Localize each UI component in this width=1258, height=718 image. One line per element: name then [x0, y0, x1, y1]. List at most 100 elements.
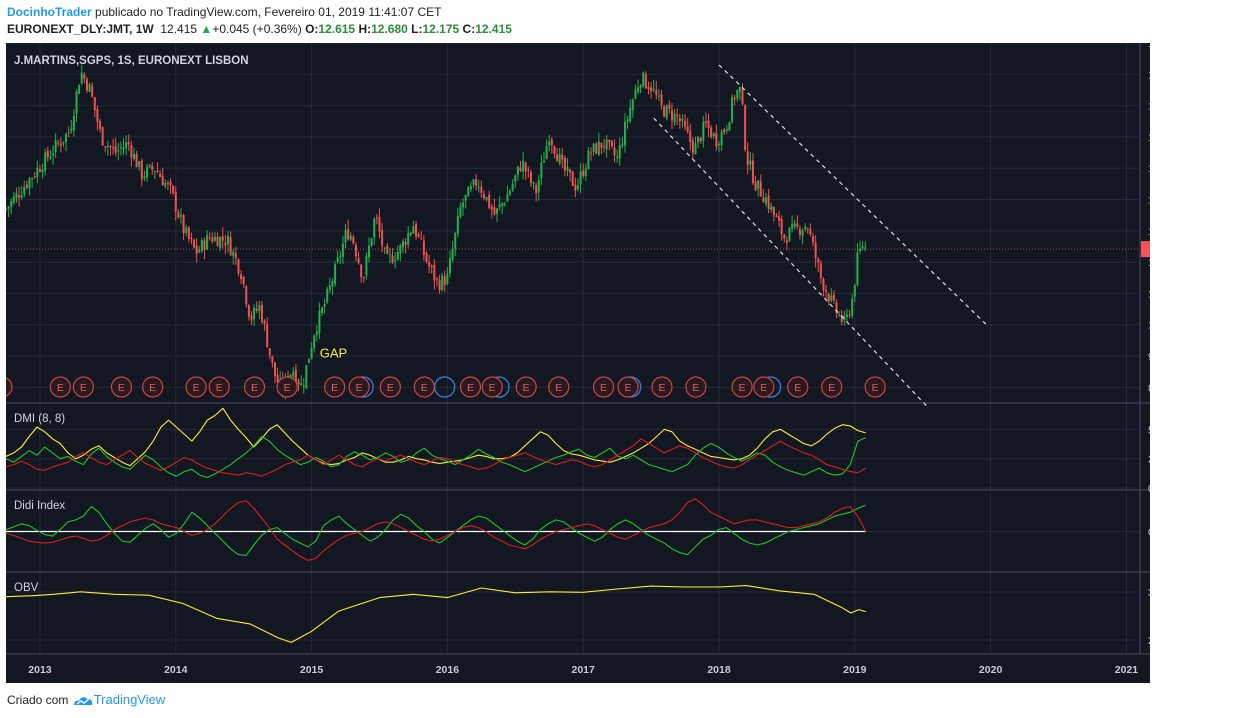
candle	[65, 132, 68, 152]
earnings-marker[interactable]: E	[821, 376, 843, 398]
candle	[263, 318, 266, 331]
candle-body	[368, 245, 371, 258]
earnings-marker[interactable]: E	[243, 376, 266, 398]
candle-body	[15, 192, 18, 199]
candle	[323, 298, 326, 314]
candle-body	[307, 358, 310, 363]
author-name[interactable]: DocinhoTrader	[7, 5, 92, 19]
candle	[213, 232, 216, 242]
earnings-marker-circle	[731, 376, 753, 398]
candle-body	[778, 216, 781, 221]
earnings-marker[interactable]: E	[787, 376, 809, 398]
candle	[861, 240, 864, 251]
candle	[681, 114, 684, 128]
earnings-marker[interactable]: E	[548, 376, 570, 398]
candle	[796, 215, 799, 230]
candle-body	[576, 185, 579, 189]
candle-body	[62, 141, 65, 144]
candle-body	[52, 153, 55, 156]
candle	[853, 283, 856, 303]
earnings-marker[interactable]: E	[413, 376, 435, 398]
earnings-marker[interactable]: E	[348, 376, 370, 398]
earnings-marker[interactable]: E	[515, 376, 537, 398]
earnings-marker[interactable]: E	[617, 376, 639, 398]
candle-body	[109, 146, 112, 148]
earnings-marker-circle	[821, 376, 843, 398]
candle-body	[195, 245, 198, 255]
candle-body	[676, 114, 679, 117]
earnings-marker[interactable]: E	[731, 376, 753, 398]
candle-body	[467, 187, 470, 197]
earnings-marker[interactable]: E	[49, 376, 71, 398]
earnings-marker[interactable]: E	[142, 376, 164, 398]
candle	[370, 237, 373, 247]
candle-body	[717, 143, 720, 146]
candle-body	[310, 347, 313, 359]
candle-body	[694, 143, 697, 155]
earnings-marker[interactable]: E	[651, 376, 673, 398]
candle	[237, 258, 240, 277]
published-text: publicado no TradingView.com, Fevereiro …	[95, 5, 442, 19]
earnings-marker[interactable]: E	[72, 376, 95, 398]
candle	[109, 144, 112, 156]
earnings-marker[interactable]: E	[481, 376, 503, 398]
candle-body	[255, 308, 258, 311]
candle-body	[788, 227, 791, 242]
candle	[404, 238, 407, 254]
candle	[44, 148, 47, 176]
chart-canvas[interactable]: 2013 2014 2015 2016 2017 2018 2019 2020 2021 19.0…	[6, 43, 1150, 683]
candle-body	[843, 315, 846, 321]
candle	[321, 306, 324, 317]
candle-body	[861, 246, 864, 249]
candle	[250, 310, 253, 325]
earnings-marker-circle	[276, 376, 298, 398]
earnings-marker[interactable]: E	[110, 376, 133, 398]
candle	[610, 139, 613, 149]
candle	[738, 86, 741, 101]
last-price: 12.415	[160, 22, 198, 36]
candle	[798, 225, 801, 240]
candle	[561, 148, 564, 168]
candle-body	[663, 106, 666, 117]
earnings-marker[interactable]: E	[592, 376, 615, 398]
earnings-marker[interactable]: E	[276, 376, 298, 398]
candle-body	[349, 235, 352, 240]
candle-body	[159, 173, 162, 177]
series-line-red	[6, 438, 866, 477]
candle-body	[665, 105, 668, 119]
candle	[571, 170, 574, 187]
earnings-marker[interactable]: E	[324, 376, 346, 398]
candle	[245, 284, 248, 308]
earnings-marker-label: E	[624, 382, 631, 394]
last-price-tag	[1141, 241, 1150, 258]
candle-body	[438, 280, 441, 291]
candle	[6, 207, 8, 212]
earnings-marker[interactable]: E	[864, 376, 886, 398]
earnings-marker[interactable]: E	[459, 376, 482, 398]
candle	[428, 254, 431, 274]
earnings-marker[interactable]: E	[753, 376, 775, 398]
candle	[161, 167, 164, 186]
candle-body	[812, 236, 815, 243]
tradingview-brand[interactable]: TradingView	[93, 692, 166, 707]
candle-body	[759, 181, 762, 197]
candle	[764, 192, 768, 207]
candle	[412, 220, 415, 234]
candle-body	[537, 179, 540, 192]
earnings-marker[interactable]: E	[6, 377, 13, 397]
earnings-marker[interactable]: E	[379, 376, 401, 398]
candle-body	[151, 165, 154, 170]
candle-body	[736, 90, 739, 99]
earnings-marker[interactable]: E	[685, 376, 707, 398]
candle	[482, 190, 485, 201]
earnings-marker[interactable]: E	[208, 376, 230, 398]
candle	[373, 217, 376, 246]
candle-body	[143, 176, 146, 178]
candle-body	[23, 186, 26, 195]
candle-body	[245, 286, 248, 305]
candle-body	[78, 84, 81, 94]
candle	[535, 182, 538, 202]
earnings-marker[interactable]: E	[185, 376, 207, 398]
candle	[151, 162, 154, 175]
candle	[825, 284, 828, 300]
